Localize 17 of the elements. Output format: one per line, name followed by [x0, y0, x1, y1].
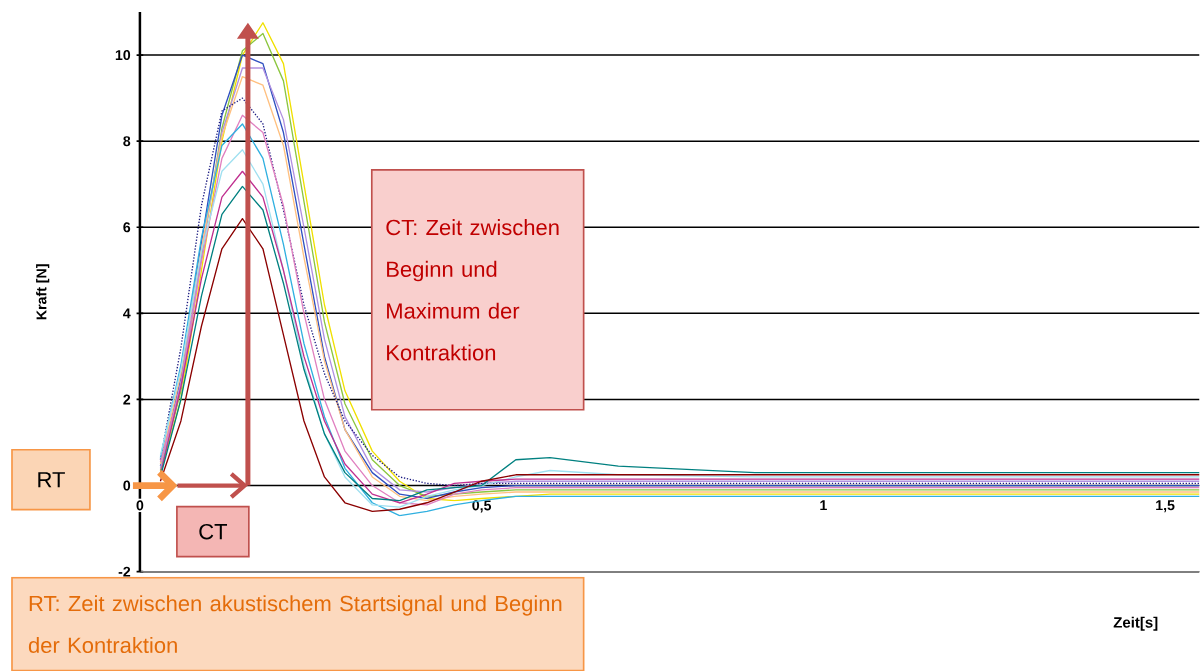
- x-tick-label: 0,5: [472, 500, 492, 513]
- y-tick-label: 0: [123, 480, 131, 491]
- x-tick-label: 1,5: [1156, 500, 1175, 513]
- y-tick-label: 4: [123, 308, 131, 319]
- annotation: CT: Zeit zwischen Beginn und Maximum der Kontraktion: [386, 218, 559, 361]
- annotation: CT: [199, 523, 228, 540]
- x-axis-title: Zeit[s]: [1113, 616, 1158, 631]
- y-tick-label: 10: [115, 49, 131, 60]
- y-tick-label: 2: [123, 394, 131, 405]
- y-tick-label: 8: [123, 135, 131, 146]
- y-tick-label: 6: [123, 222, 131, 233]
- x-tick-label: 0: [136, 500, 144, 511]
- text: RT: Zeit zwischen akustischem Startsignal und Beginn der Kontraktion: [28, 594, 562, 653]
- x-tick-label: 1: [820, 500, 827, 510]
- y-tick-label: -2: [118, 566, 131, 577]
- text: RT: [38, 471, 65, 488]
- y-axis-title: Kraft [N]: [36, 264, 50, 319]
